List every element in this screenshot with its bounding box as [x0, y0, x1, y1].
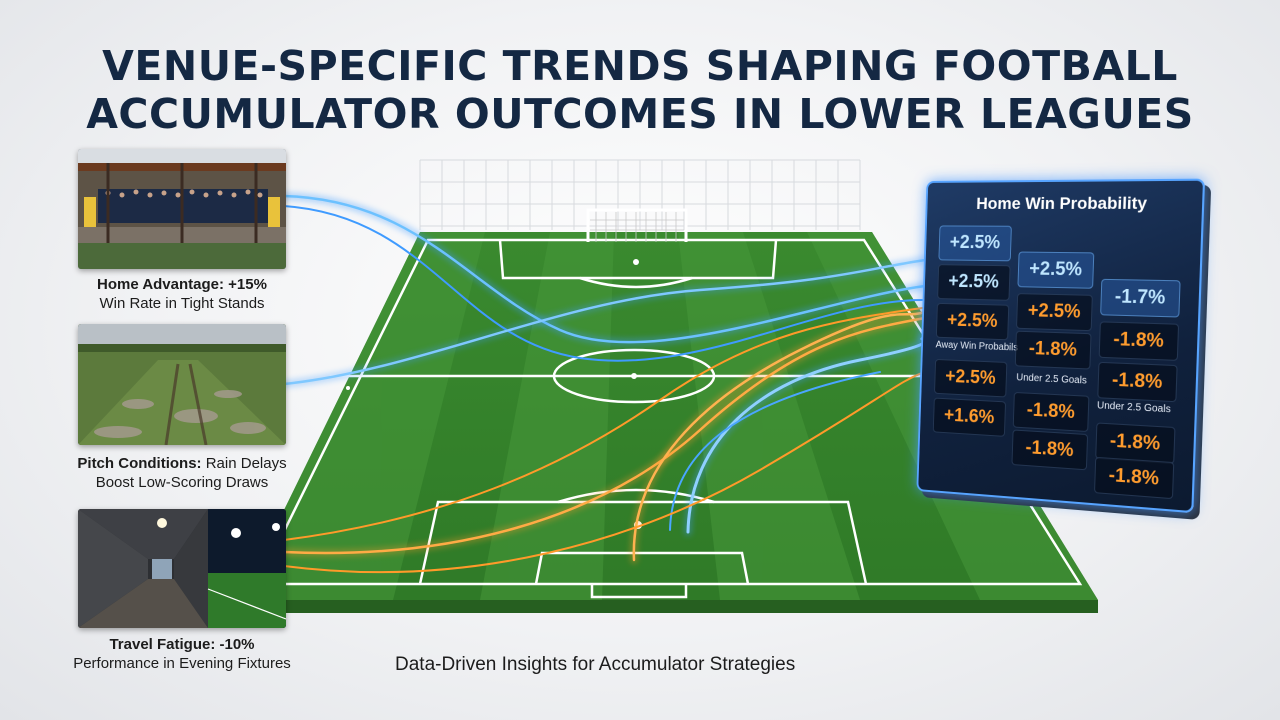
probability-cell: +2.5%: [1017, 252, 1094, 289]
probability-cell: -1.7%: [1100, 279, 1181, 318]
pitch-conditions-caption: Pitch Conditions: Rain Delays Boost Low-…: [60, 454, 304, 492]
probability-cell: +2.5%: [1016, 293, 1093, 331]
travel-fatigue-card: [78, 509, 286, 628]
muddy-pitch-image: [78, 324, 286, 445]
travel-fatigue-head: Travel Fatigue: -10%: [48, 635, 316, 654]
pitch-conditions-sub: Boost Low-Scoring Draws: [60, 473, 304, 492]
background-grid: [420, 160, 860, 230]
home-advantage-card: [78, 149, 286, 269]
probability-cell: -1.8%: [1011, 429, 1088, 470]
probability-cell: -1.8%: [1013, 392, 1090, 432]
pitch-conditions-card: [78, 324, 286, 445]
tagline: Data-Driven Insights for Accumulator Str…: [395, 654, 795, 676]
home-advantage-caption: Home Advantage: +15% Win Rate in Tight S…: [60, 275, 304, 313]
travel-fatigue-sub: Performance in Evening Fixtures: [48, 654, 316, 673]
probability-cell: +1.6%: [933, 398, 1006, 437]
stadium-stand-image: [78, 149, 286, 269]
probability-cell: -1.8%: [1015, 331, 1092, 370]
travel-fatigue-caption: Travel Fatigue: -10% Performance in Even…: [48, 635, 316, 673]
tunnel-image: [78, 509, 286, 628]
probability-cell: +2.5%: [934, 359, 1007, 398]
away-win-label: Away Win Probabils: [935, 340, 1018, 354]
probability-cell: -1.8%: [1094, 457, 1174, 499]
pitch-edge: [240, 600, 1098, 613]
pitch-conditions-head-rest: Rain Delays: [202, 455, 287, 472]
home-advantage-sub: Win Rate in Tight Stands: [60, 294, 304, 313]
probability-cell: -1.8%: [1099, 321, 1179, 361]
home-advantage-head: Home Advantage: +15%: [60, 275, 304, 294]
home-win-probability-panel: Home Win Probability +2.5% +2.5% +2.5% -…: [916, 179, 1205, 514]
panel-title: Home Win Probability: [927, 193, 1202, 214]
probability-cell: +2.5%: [936, 303, 1009, 340]
probability-cell: +2.5%: [937, 264, 1010, 301]
under-goals-label-mid: Under 2.5 Goals: [1016, 372, 1087, 386]
probability-cell: +2.5%: [938, 225, 1011, 261]
probability-cell: -1.8%: [1097, 362, 1177, 402]
pitch-conditions-head: Pitch Conditions:: [77, 455, 201, 472]
under-goals-label-right: Under 2.5 Goals: [1097, 400, 1171, 415]
